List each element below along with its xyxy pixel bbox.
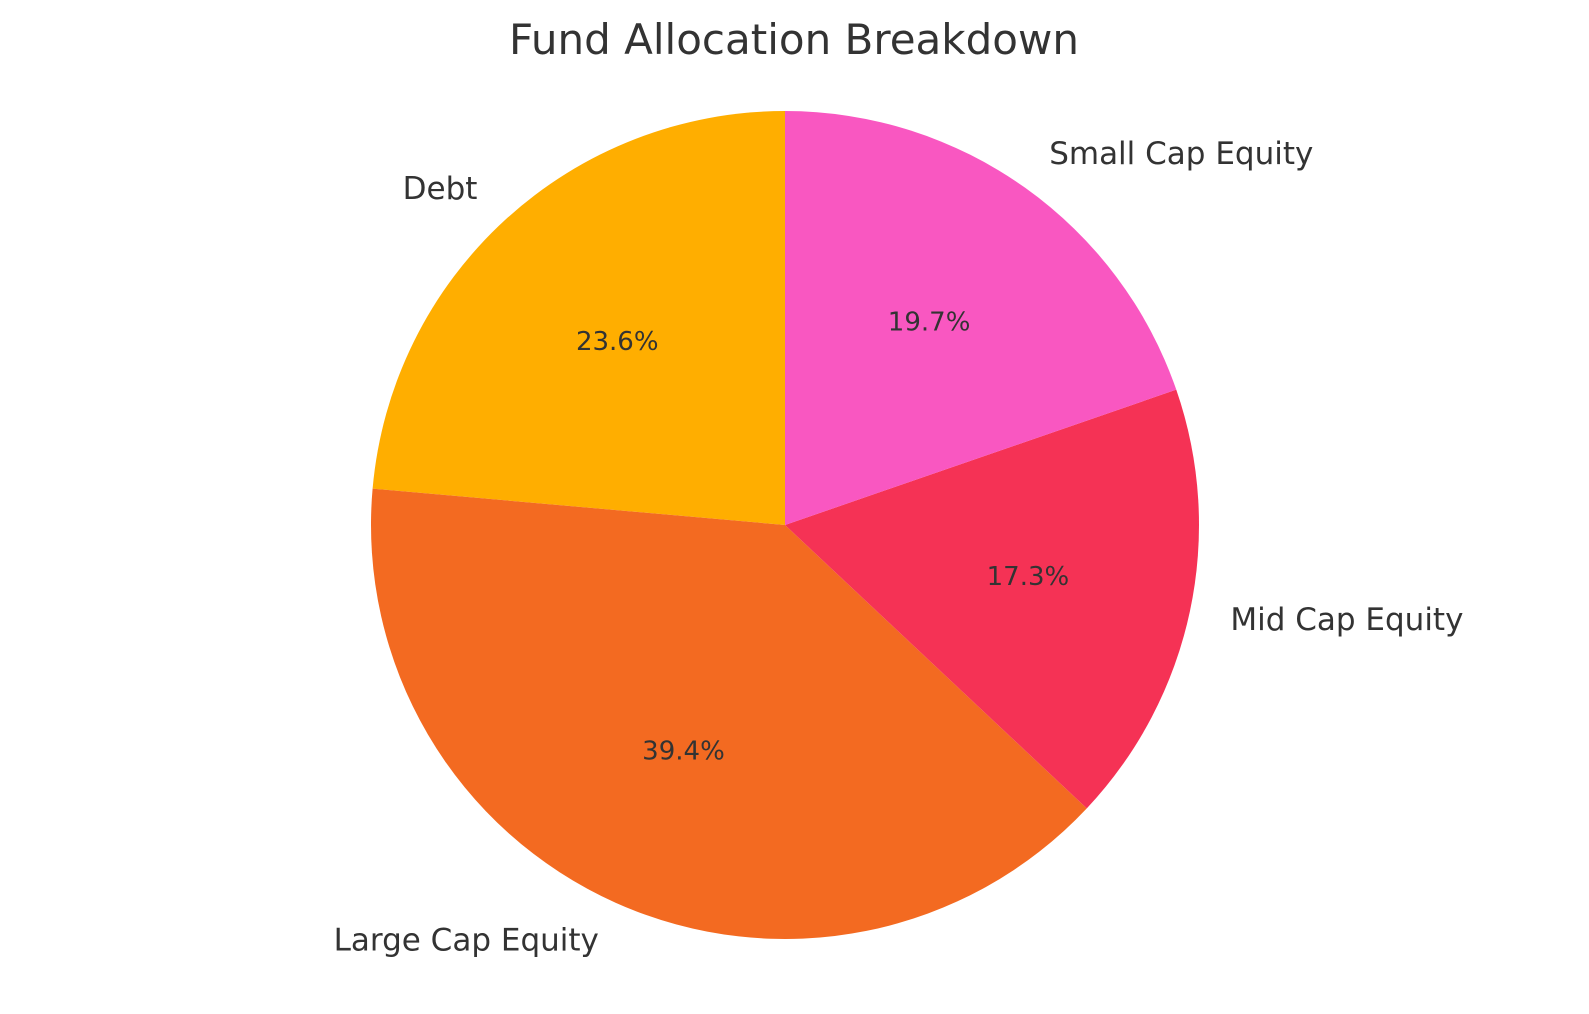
- pie-label-large-cap-equity: Large Cap Equity: [334, 923, 599, 959]
- pie-label-debt: Debt: [403, 171, 478, 207]
- pie-pct-label-mid-cap-equity: 17.3%: [987, 562, 1070, 592]
- pie-labels: 23.6% Debt 39.4% Large Cap Equity 17.3% Mid C…: [334, 136, 1464, 959]
- pie-slice-mid-cap-equity: [785, 389, 1199, 809]
- pie-label-mid-cap-equity: Mid Cap Equity: [1230, 602, 1463, 638]
- pie-slice-debt: [372, 111, 785, 525]
- pie-pct-label-small-cap-equity: 19.7%: [888, 308, 971, 338]
- pie-slice-small-cap-equity: [785, 111, 1177, 525]
- pie-slices: [371, 111, 1199, 940]
- pie-pct-label-large-cap-equity: 39.4%: [642, 737, 725, 767]
- chart-title: Fund Allocation Breakdown: [509, 15, 1079, 64]
- pie-pct-label-debt: 23.6%: [576, 327, 659, 357]
- pie-slice-large-cap-equity: [371, 488, 1087, 940]
- pie-label-small-cap-equity: Small Cap Equity: [1049, 136, 1313, 172]
